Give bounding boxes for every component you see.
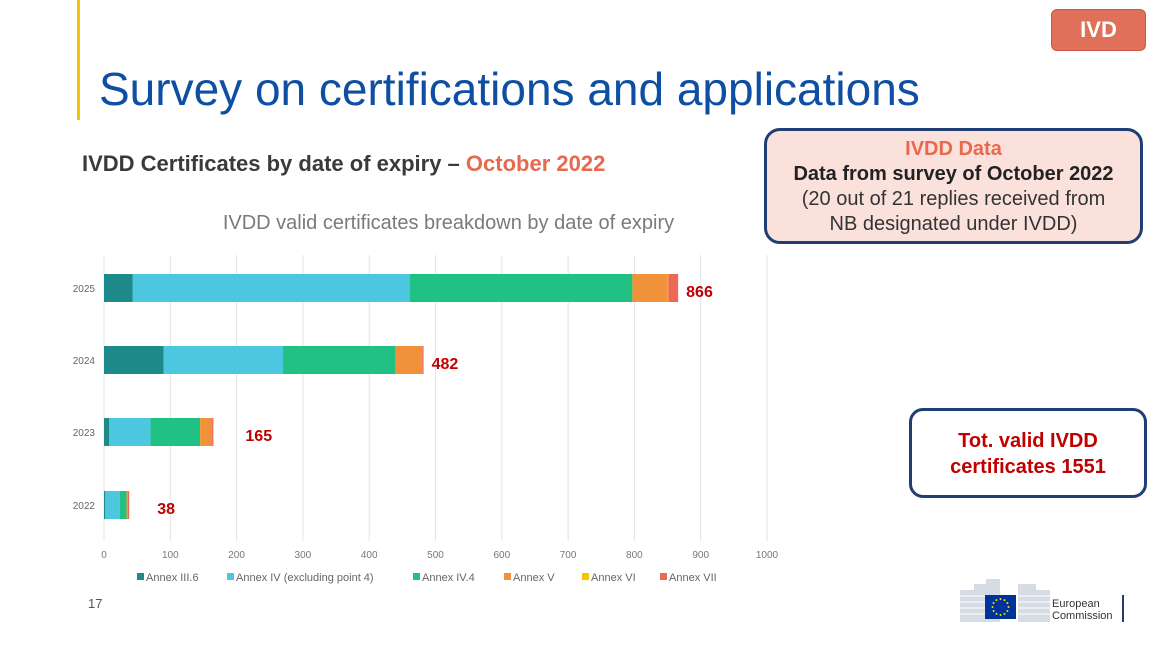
page-title: Survey on certifications and application… bbox=[99, 63, 920, 115]
x-tick-label: 0 bbox=[101, 550, 107, 561]
legend-swatch bbox=[413, 573, 420, 580]
bar-segment bbox=[163, 346, 284, 374]
chart-subtitle: IVDD Certificates by date of expiry – Oc… bbox=[82, 151, 605, 177]
bar-segment bbox=[104, 274, 133, 302]
accent-line bbox=[77, 0, 80, 120]
y-category-label: 2025 bbox=[73, 284, 96, 295]
y-category-label: 2023 bbox=[73, 428, 96, 439]
bar-segment bbox=[104, 346, 164, 374]
total-data-label: 165 bbox=[245, 428, 272, 445]
bar-segment bbox=[395, 346, 423, 374]
bar-segment bbox=[668, 274, 679, 302]
y-category-label: 2022 bbox=[73, 501, 96, 512]
logo-line1: European bbox=[1052, 598, 1100, 610]
x-tick-label: 200 bbox=[228, 550, 245, 561]
bar-segment bbox=[632, 274, 668, 302]
x-tick-label: 700 bbox=[560, 550, 577, 561]
logo-text: European Commission bbox=[1052, 598, 1113, 622]
total-box-line1: Tot. valid IVDD bbox=[958, 430, 1098, 452]
info-box-replies: (20 out of 21 replies received from bbox=[801, 188, 1106, 210]
info-box-survey: Data from survey of October 2022 bbox=[793, 163, 1114, 185]
info-box-heading: IVDD Data bbox=[905, 138, 1002, 160]
legend-swatch bbox=[582, 573, 589, 580]
chart-title: IVDD valid certificates breakdown by dat… bbox=[222, 212, 675, 234]
bar-segment bbox=[105, 491, 120, 519]
bar-segment bbox=[132, 274, 410, 302]
logo-divider bbox=[1122, 595, 1124, 622]
legend-swatch bbox=[660, 573, 667, 580]
bar-segment bbox=[109, 418, 151, 446]
legend-swatch bbox=[504, 573, 511, 580]
info-box-designation: NB designated under IVDD) bbox=[829, 213, 1078, 235]
legend-label: Annex III.6 bbox=[146, 572, 199, 584]
subtitle-main: IVDD Certificates by date of expiry – bbox=[82, 151, 466, 176]
total-box: Tot. valid IVDD certificates 1551 bbox=[909, 408, 1147, 498]
x-tick-label: 500 bbox=[427, 550, 444, 561]
bar-segment bbox=[127, 491, 130, 519]
bar-segment bbox=[283, 346, 396, 374]
x-tick-label: 900 bbox=[692, 550, 709, 561]
legend-label: Annex IV (excluding point 4) bbox=[236, 572, 374, 584]
y-category-label: 2024 bbox=[73, 356, 96, 367]
info-box: IVDD Data Data from survey of October 20… bbox=[764, 128, 1143, 244]
x-tick-label: 600 bbox=[493, 550, 510, 561]
legend-label: Annex V bbox=[513, 572, 555, 584]
bar-segment bbox=[150, 418, 201, 446]
legend-label: Annex VI bbox=[591, 572, 636, 584]
bar-segment bbox=[667, 274, 669, 302]
bar-segment bbox=[126, 491, 128, 519]
total-data-label: 482 bbox=[432, 356, 459, 373]
subtitle-highlight: October 2022 bbox=[465, 151, 606, 176]
logo-line2: Commission bbox=[1052, 610, 1113, 622]
legend-label: Annex IV.4 bbox=[422, 572, 475, 584]
legend-label: Annex VII bbox=[669, 572, 717, 584]
x-tick-label: 800 bbox=[626, 550, 643, 561]
bar-segment bbox=[422, 346, 424, 374]
bar-segment bbox=[409, 274, 633, 302]
bar-segment bbox=[104, 491, 106, 519]
total-data-label: 866 bbox=[686, 284, 713, 301]
bar-segment bbox=[212, 418, 214, 446]
legend-swatch bbox=[137, 573, 144, 580]
x-tick-label: 300 bbox=[295, 550, 312, 561]
page-number: 17 bbox=[88, 596, 103, 611]
european-commission-logo bbox=[960, 579, 1050, 622]
total-data-label: 38 bbox=[157, 501, 175, 518]
bar-segment bbox=[200, 418, 213, 446]
bar-segment bbox=[104, 418, 110, 446]
legend-swatch bbox=[227, 573, 234, 580]
x-tick-label: 400 bbox=[361, 550, 378, 561]
x-tick-label: 1000 bbox=[756, 550, 779, 561]
x-tick-label: 100 bbox=[162, 550, 179, 561]
total-box-line2: certificates 1551 bbox=[950, 456, 1106, 478]
ivd-badge: IVD bbox=[1051, 9, 1146, 51]
bar-segment bbox=[119, 491, 127, 519]
